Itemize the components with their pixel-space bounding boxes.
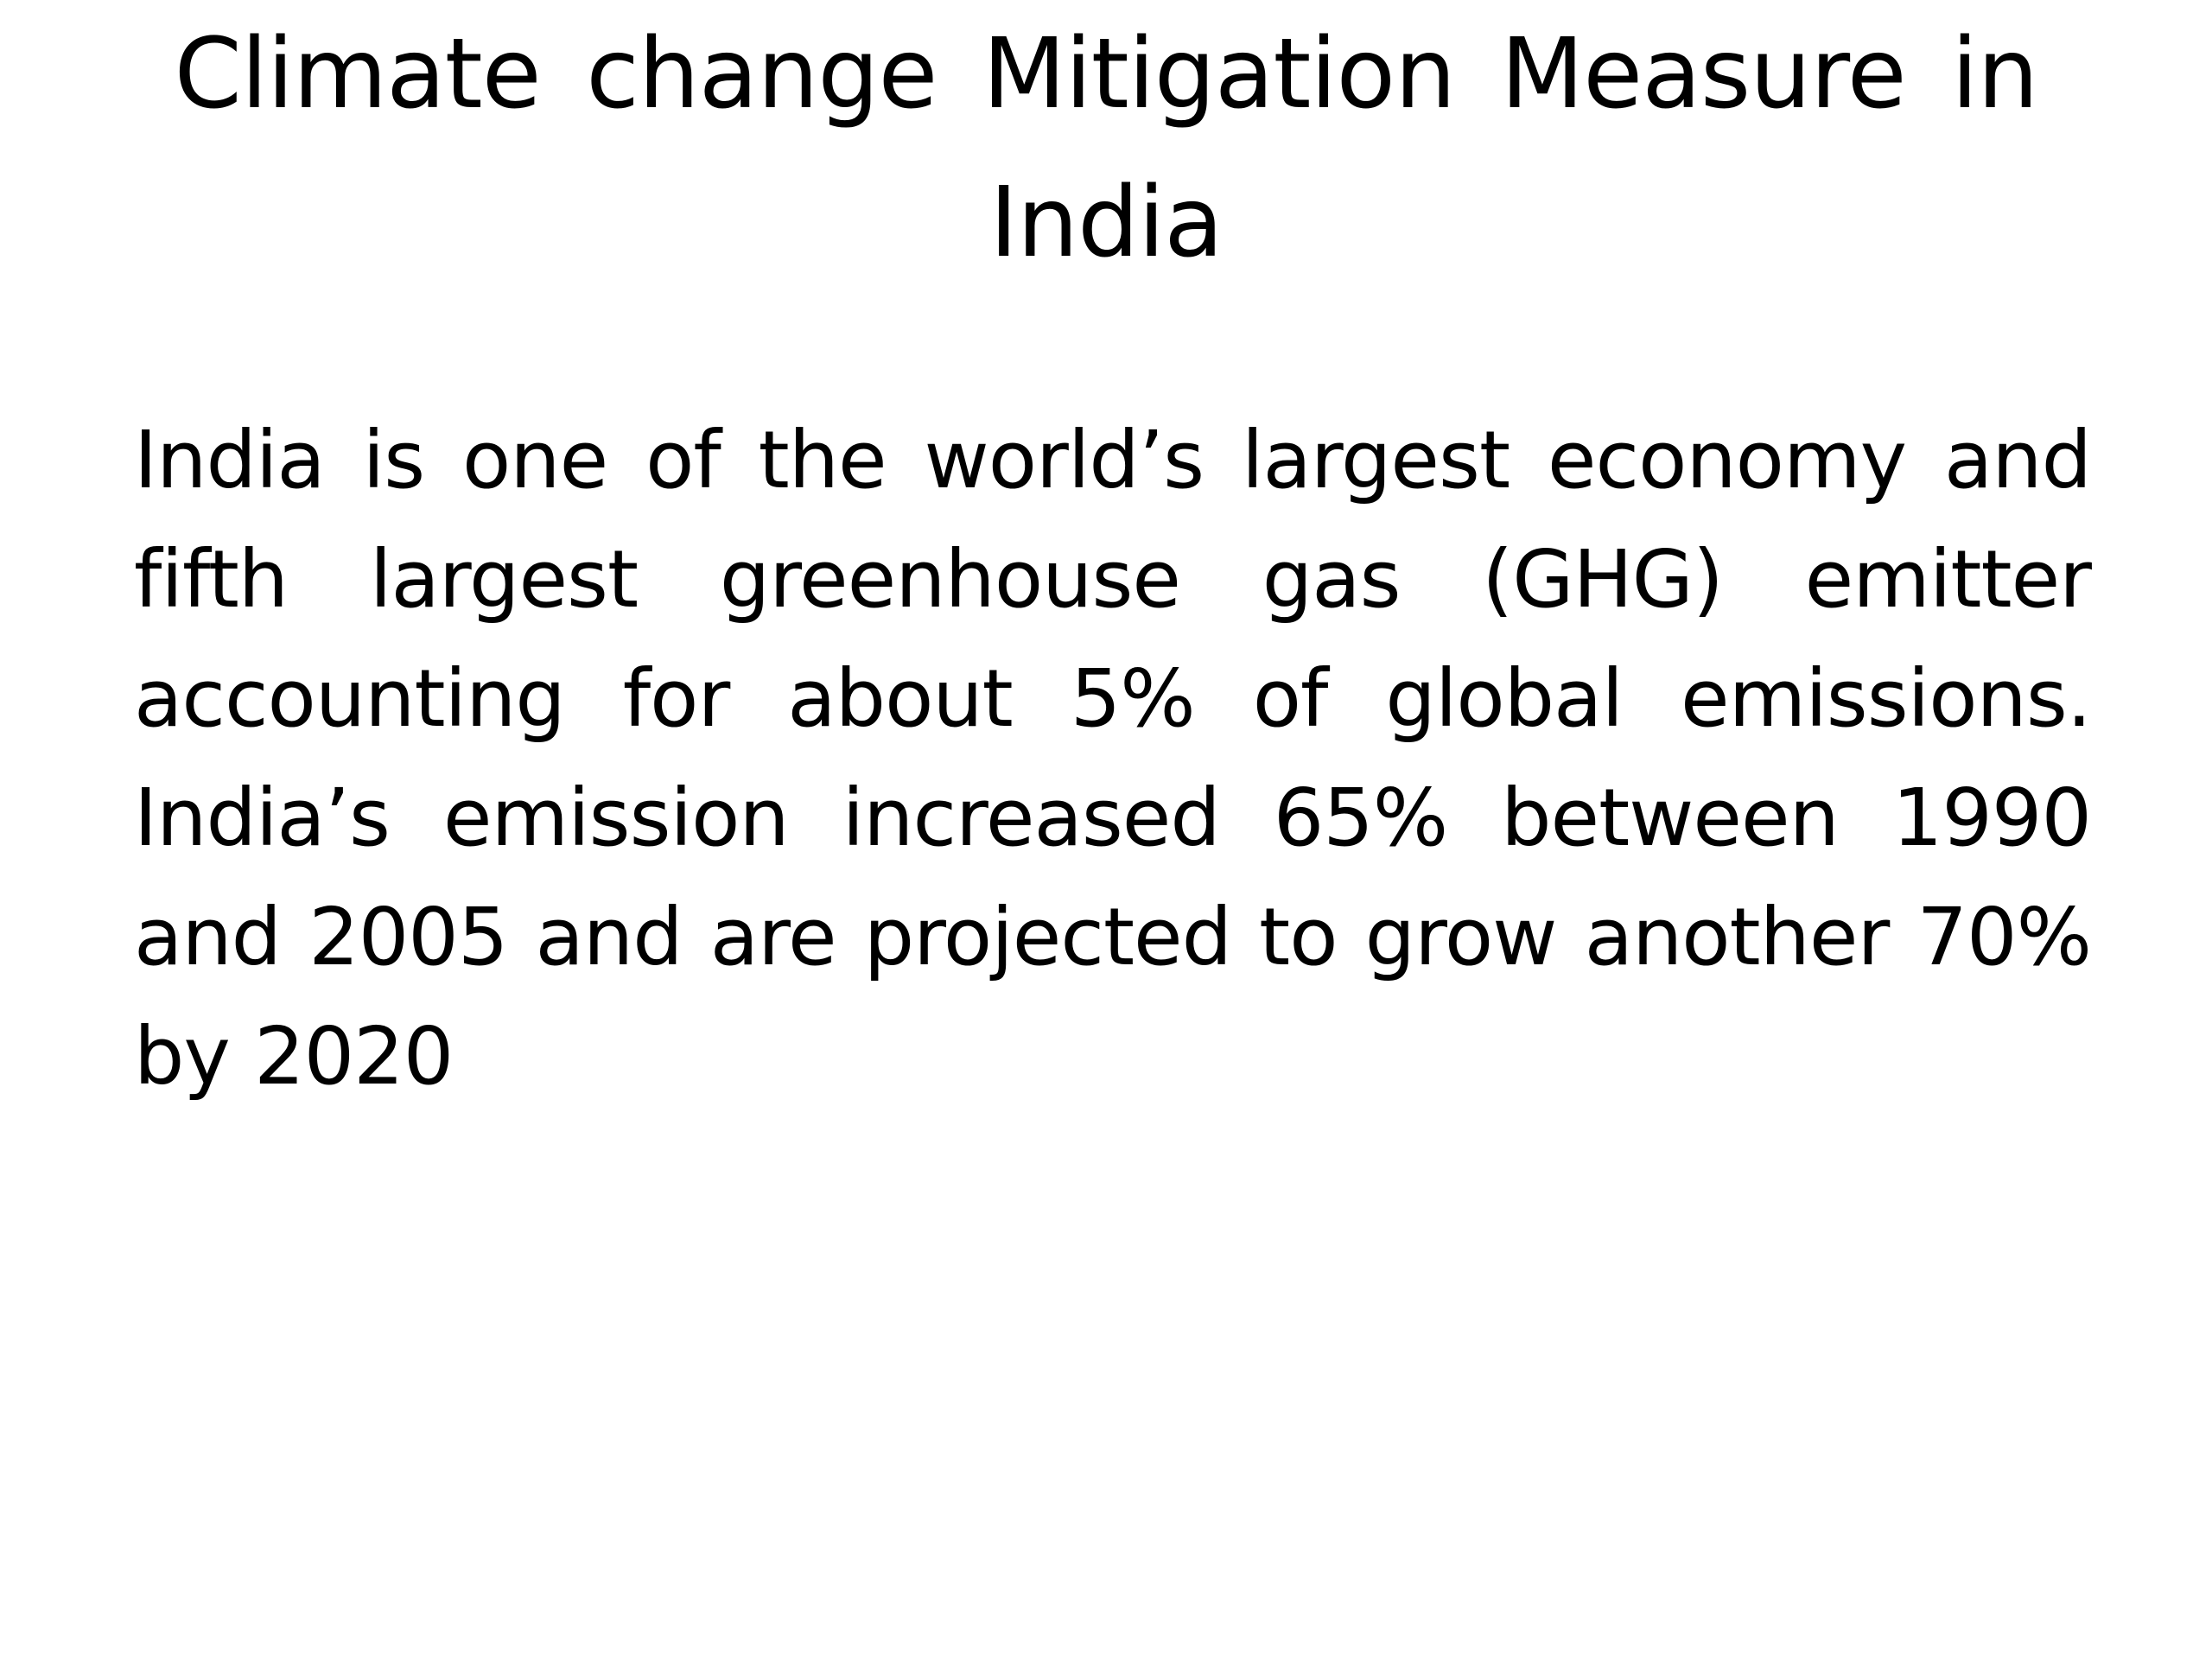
- slide-title: Climate change Mitigation Measure in Ind…: [174, 18, 2039, 279]
- slide-body-text: India is one of the world’s largest econ…: [134, 414, 2092, 1103]
